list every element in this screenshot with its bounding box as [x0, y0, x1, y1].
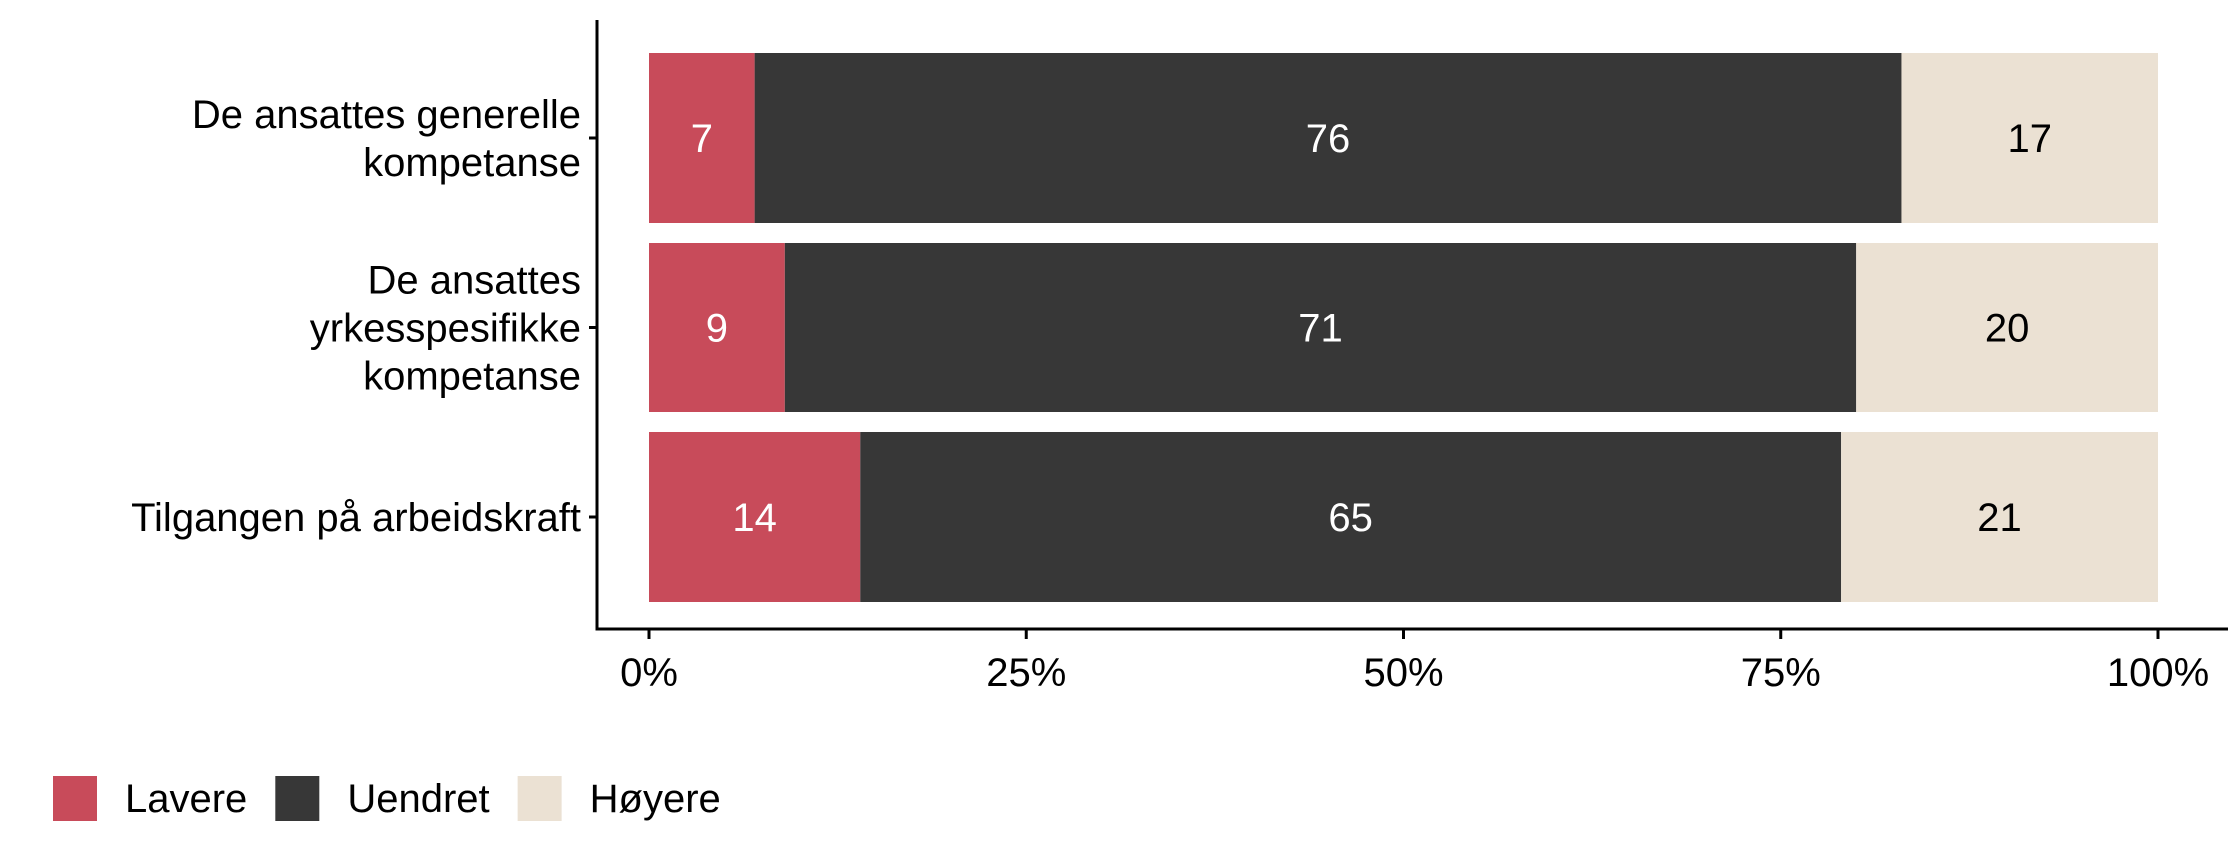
bar-uendret-1	[754, 53, 1902, 223]
x-tick-label: 75%	[1741, 651, 1821, 695]
bar-lavere-3	[649, 432, 861, 602]
bar-høyere-3	[1841, 432, 2158, 602]
data-label: 76	[1306, 117, 1351, 161]
legend-swatch-lavere	[53, 776, 97, 821]
bar-uendret-2	[784, 243, 1857, 412]
legend-swatch-uendret	[275, 776, 320, 821]
data-label: 17	[2007, 117, 2052, 161]
y-tick-label: Tilgangen på arbeidskraft	[131, 496, 581, 540]
x-tick-label: 50%	[1363, 651, 1443, 695]
data-label: 65	[1328, 496, 1373, 540]
data-label: 21	[1977, 496, 2022, 540]
data-label: 20	[1985, 307, 2030, 351]
data-label: 14	[732, 496, 777, 540]
x-tick-label: 100%	[2107, 651, 2209, 695]
data-label: 71	[1298, 307, 1343, 351]
bar-lavere-2	[649, 243, 785, 412]
legend-label-uendret: Uendret	[347, 777, 489, 821]
data-label: 9	[706, 307, 728, 351]
y-tick-label: De ansattes generelle	[192, 93, 581, 137]
x-tick-label: 25%	[986, 651, 1066, 695]
data-label: 7	[691, 117, 713, 161]
x-tick-label: 0%	[620, 651, 678, 695]
bar-høyere-2	[1856, 243, 2158, 412]
legend-label-lavere: Lavere	[125, 777, 247, 821]
legend-swatch-høyere	[517, 776, 562, 821]
y-tick-label: kompetanse	[363, 141, 581, 185]
bar-høyere-1	[1901, 53, 2158, 223]
y-tick-label: De ansattes	[368, 259, 581, 303]
y-tick-label: yrkesspesifikke	[310, 307, 581, 351]
bar-lavere-1	[649, 53, 755, 223]
legend-label-høyere: Høyere	[590, 777, 721, 821]
bar-uendret-3	[860, 432, 1842, 602]
y-tick-label: kompetanse	[363, 355, 581, 399]
